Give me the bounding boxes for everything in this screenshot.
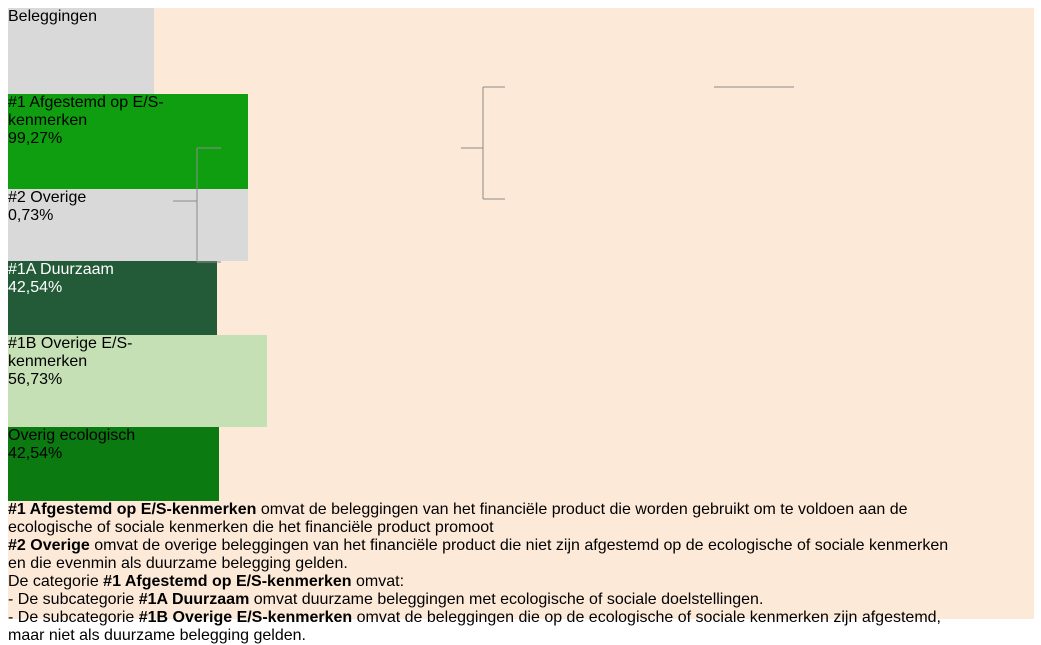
note-text: #1A Duurzaam xyxy=(138,591,250,608)
connectors xyxy=(173,86,794,263)
note-text: #1 Afgestemd op E/S-kenmerken xyxy=(8,501,257,518)
note-text: omvat: xyxy=(351,573,405,590)
note-line: ecologische of sociale kenmerken die het… xyxy=(8,519,1034,537)
note-line: en die evenmin als duurzame belegging ge… xyxy=(8,555,1034,573)
note-text: omvat duurzame beleggingen met ecologisc… xyxy=(249,591,764,608)
node: #1 Afgestemd op E/S-kenmerken 99,27% xyxy=(8,94,248,189)
node-value: 56,73% xyxy=(8,371,63,388)
node-label: Overig ecologisch xyxy=(8,427,136,444)
note-text: en die evenmin als duurzame belegging ge… xyxy=(8,555,348,572)
note-text: ecologische of sociale kenmerken die het… xyxy=(8,519,494,536)
node-value: 99,27% xyxy=(8,130,63,147)
node-label: #1 Afgestemd op E/S- xyxy=(8,94,164,111)
note: #1 Afgestemd op E/S-kenmerken omvat de b… xyxy=(8,501,1034,537)
node-label: #1B Overige E/S- xyxy=(8,335,133,352)
note-line: #2 Overige omvat de overige beleggingen … xyxy=(8,537,1034,555)
node-label: kenmerken xyxy=(8,353,88,370)
note-text: maar niet als duurzame belegging gelden. xyxy=(8,627,306,644)
page: Beleggingen #1 Afgestemd op E/S-kenmerken… xyxy=(8,8,1034,644)
node: #2 Overige 0,73% xyxy=(8,189,248,261)
node: Beleggingen xyxy=(8,8,154,94)
note-text: #2 Overige xyxy=(8,537,90,554)
node-label: kenmerken xyxy=(8,112,88,129)
panel: Beleggingen #1 Afgestemd op E/S-kenmerken… xyxy=(8,8,1034,644)
node-label: #2 Overige xyxy=(8,189,87,206)
note-text: - De subcategorie xyxy=(8,591,139,608)
node: #1B Overige E/S-kenmerken 56,73% xyxy=(8,335,267,427)
connector xyxy=(173,147,221,263)
connector xyxy=(461,86,505,200)
node: #1A Duurzaam 42,54% xyxy=(8,261,217,335)
note-line: maar niet als duurzame belegging gelden. xyxy=(8,627,1034,645)
node: Overig ecologisch 42,54% xyxy=(8,427,219,501)
note-line: - De subcategorie #1A Duurzaam omvat duu… xyxy=(8,591,1034,609)
node-label: #1A Duurzaam xyxy=(8,261,114,278)
note-line: #1 Afgestemd op E/S-kenmerken omvat de b… xyxy=(8,501,1034,519)
note-text: omvat de beleggingen van het financiële … xyxy=(256,501,908,518)
note: #2 Overige omvat de overige beleggingen … xyxy=(8,537,1034,573)
note-text: De categorie xyxy=(8,573,104,590)
note-text: #1 Afgestemd op E/S-kenmerken xyxy=(103,573,352,590)
node-value: 42,54% xyxy=(8,445,63,462)
node-value: 0,73% xyxy=(8,207,54,224)
node-value: 42,54% xyxy=(8,279,63,296)
node-label: Beleggingen xyxy=(8,8,97,25)
note-line: De categorie #1 Afgestemd op E/S-kenmerk… xyxy=(8,573,1034,591)
note-text: omvat de overige beleggingen van het fin… xyxy=(89,537,949,554)
